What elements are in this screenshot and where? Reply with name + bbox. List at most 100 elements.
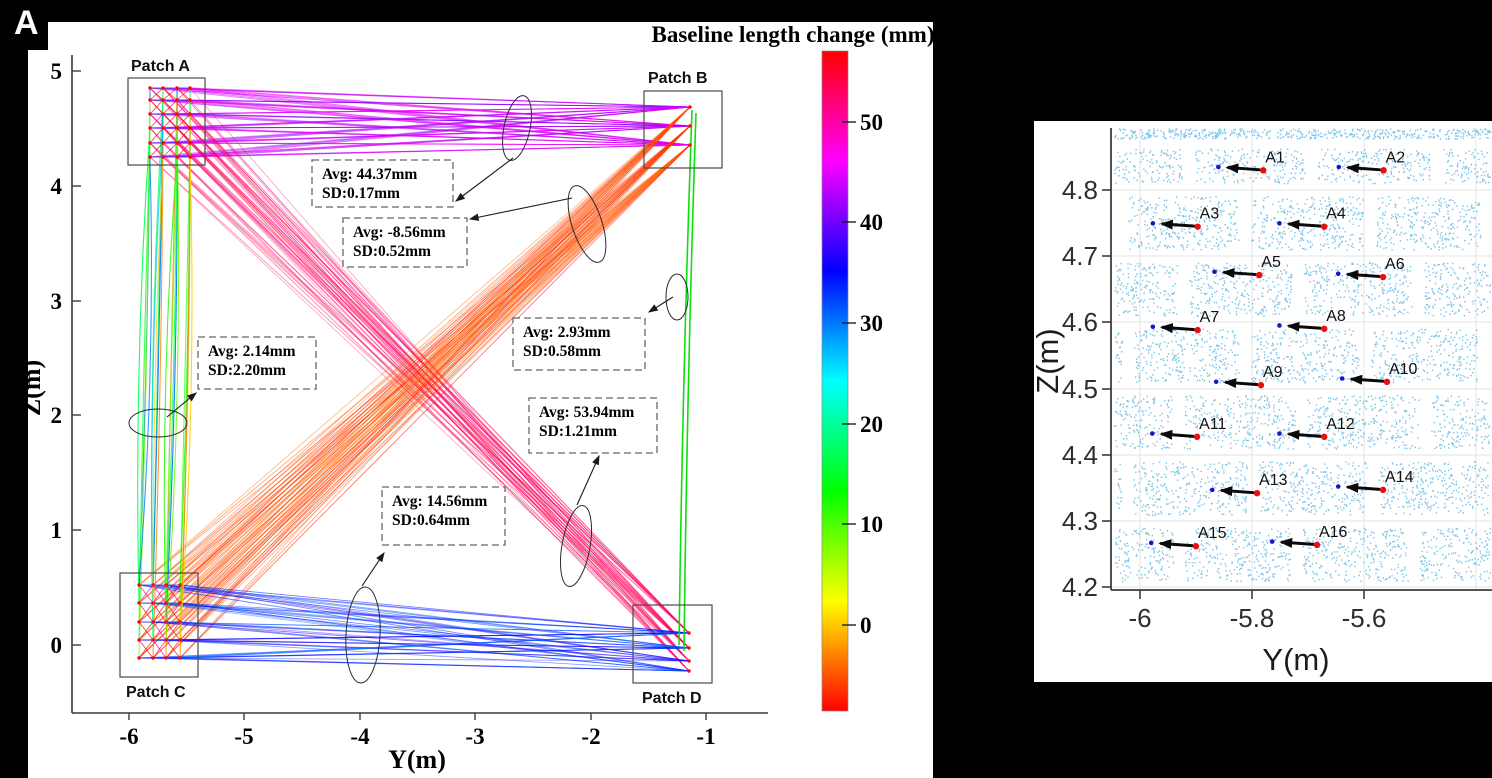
colorbar-tick-label: 50	[860, 110, 883, 135]
annotation-avg: Avg: 53.94mm	[539, 404, 634, 421]
start-point	[1321, 325, 1328, 332]
end-point	[1209, 487, 1215, 493]
grid	[1111, 128, 1492, 590]
bundle-b-d	[678, 109, 697, 652]
marker-label: A16	[1319, 524, 1348, 541]
y-tick-label: 5	[51, 59, 63, 84]
patch-c-lattice	[138, 584, 181, 659]
marker-A14: A14	[1335, 469, 1414, 494]
x-tick-label: -6	[119, 724, 138, 749]
displacement-arrow	[1159, 219, 1195, 230]
y-tick-label: 4	[51, 174, 63, 199]
annotation-avg: Avg: -8.56mm	[353, 224, 446, 241]
marker-A11: A11	[1150, 416, 1227, 441]
displacement-arrow	[1225, 163, 1261, 174]
annotation-avg: Avg: 44.37mm	[322, 166, 417, 183]
start-point	[1194, 326, 1201, 334]
bundle-c-d	[138, 584, 690, 672]
end-point	[1216, 164, 1221, 170]
patch-boxes: Patch A Patch B Patch C Patch D	[119, 58, 723, 707]
start-point	[1192, 543, 1200, 550]
marker-label: A4	[1326, 206, 1346, 223]
y-tick-label: 4.5	[1062, 374, 1098, 404]
patch-box	[127, 77, 206, 166]
colorbar-tick-label: 40	[860, 210, 883, 235]
x-tick-label: -5.6	[1342, 603, 1387, 633]
end-point	[1335, 271, 1341, 277]
marker-A3: A3	[1150, 206, 1220, 230]
y-tick-label: 3	[51, 289, 63, 314]
marker-label: A7	[1200, 309, 1220, 326]
start-point	[1379, 486, 1387, 494]
displacement-markers: A1 A2 A3 A4 A5 A6 A7 A8 A9 A10 A11 A12 A13 A14 A15 A16	[1148, 149, 1418, 550]
marker-label: A15	[1198, 525, 1227, 542]
marker-A13: A13	[1209, 472, 1288, 497]
patch-label: Patch B	[648, 70, 708, 87]
marker-A16: A16	[1269, 524, 1348, 549]
y-tick-label: 2	[51, 403, 63, 428]
marker-A12: A12	[1277, 416, 1355, 441]
baseline-network-chart: Patch A Patch B Patch C Patch D Avg: 44.37mm…	[17, 22, 933, 778]
marker-A2: A2	[1336, 149, 1406, 174]
annotation-avg: Avg: 2.14mm	[208, 343, 296, 360]
marker-A7: A7	[1150, 309, 1220, 334]
displacement-arrow	[1286, 429, 1322, 440]
bundle-a-c	[137, 87, 193, 659]
start-point	[1380, 167, 1387, 174]
annotation-sd: SD:0.58mm	[523, 343, 601, 360]
x-tick-label: -3	[465, 724, 484, 749]
marker-A15: A15	[1148, 525, 1227, 550]
y-tick-label: 4.4	[1062, 440, 1098, 470]
annotation-box: Avg: -8.56mm SD:0.52mm	[342, 217, 468, 268]
marker-A8: A8	[1277, 308, 1346, 332]
patch-a-lattice	[149, 87, 191, 158]
patch-label: Patch A	[131, 58, 190, 75]
y-tick-label: 4.2	[1062, 572, 1098, 602]
figure-background	[28, 22, 933, 778]
start-point	[1321, 433, 1328, 441]
patch-label: Patch C	[126, 684, 186, 701]
colorbar-tick-label: 0	[860, 613, 872, 638]
start-point	[1383, 378, 1391, 386]
marker-label: A5	[1261, 254, 1281, 271]
patch-label: Patch D	[642, 690, 702, 707]
y-tick-label: 1	[51, 518, 63, 543]
annotation-box: Avg: 2.14mm SD:2.20mm	[197, 336, 317, 390]
x-tick-label: -1	[696, 724, 715, 749]
end-point	[1150, 324, 1156, 330]
x-tick-label: -5	[234, 724, 253, 749]
end-point	[1336, 164, 1342, 170]
x-tick-label: -4	[350, 724, 370, 749]
colorbar-tick-label: 20	[860, 412, 883, 437]
annotation-sd: SD:1.21mm	[539, 423, 617, 440]
marker-label: A2	[1386, 149, 1406, 166]
displacement-arrow	[1286, 321, 1322, 332]
displacement-arrow	[1158, 539, 1194, 550]
y-tick-label: 4.8	[1062, 175, 1098, 205]
end-point	[1213, 379, 1219, 385]
marker-A9: A9	[1213, 364, 1283, 389]
marker-A10: A10	[1339, 361, 1418, 386]
annotation-sd: SD:0.17mm	[322, 185, 400, 202]
displacement-arrow	[1279, 537, 1315, 548]
start-point	[1194, 223, 1201, 230]
annotation-sd: SD:2.20mm	[208, 362, 286, 379]
x-tick-label: -6	[1128, 603, 1151, 633]
highlight-ellipses	[128, 95, 689, 684]
marker-A5: A5	[1212, 254, 1281, 279]
panel-label: A	[0, 0, 48, 50]
marker-A4: A4	[1277, 206, 1346, 230]
end-point	[1335, 484, 1341, 489]
end-point	[1150, 221, 1156, 226]
start-point	[1260, 167, 1267, 174]
displacement-arrow	[1345, 270, 1381, 281]
displacement-arrow	[1349, 374, 1385, 385]
y-axis-title: Z(m)	[17, 360, 46, 416]
patch-points	[137, 86, 692, 673]
marker-label: A12	[1326, 416, 1355, 433]
annotation-avg: Avg: 14.56mm	[392, 493, 487, 510]
bundle-a-b	[149, 87, 691, 158]
marker-A1: A1	[1216, 149, 1285, 174]
marker-label: A3	[1200, 206, 1220, 223]
